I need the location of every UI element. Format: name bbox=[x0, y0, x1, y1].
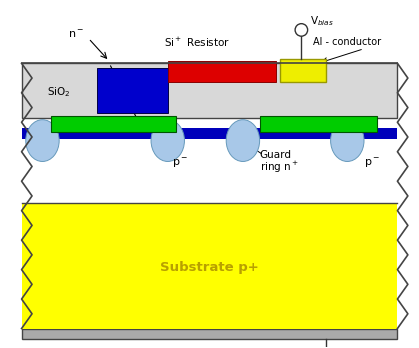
Text: SiO$_2$: SiO$_2$ bbox=[47, 86, 71, 100]
Bar bbox=[21, 128, 398, 139]
Text: V$_{bias}$: V$_{bias}$ bbox=[310, 15, 334, 29]
Text: ring n$^+$: ring n$^+$ bbox=[260, 160, 299, 175]
Ellipse shape bbox=[151, 120, 184, 161]
Bar bbox=[260, 116, 377, 132]
Text: Al - conductor: Al - conductor bbox=[313, 38, 381, 47]
Bar bbox=[51, 116, 176, 132]
Ellipse shape bbox=[26, 120, 59, 161]
Bar bbox=[21, 128, 398, 203]
Bar bbox=[280, 59, 326, 82]
Ellipse shape bbox=[331, 120, 364, 161]
Ellipse shape bbox=[226, 120, 260, 161]
Bar bbox=[21, 63, 398, 118]
Bar bbox=[21, 203, 398, 329]
Text: Substrate p+: Substrate p+ bbox=[160, 261, 259, 275]
Text: Guard: Guard bbox=[260, 150, 292, 160]
Text: Si$^+$ Resistor: Si$^+$ Resistor bbox=[164, 36, 230, 49]
Text: p$^-$: p$^-$ bbox=[364, 157, 380, 170]
Bar bbox=[21, 329, 398, 339]
Circle shape bbox=[295, 24, 308, 36]
Text: p$^-$: p$^-$ bbox=[172, 157, 189, 170]
Bar bbox=[97, 68, 168, 113]
Text: n$^-$: n$^-$ bbox=[68, 29, 84, 40]
Bar bbox=[168, 61, 276, 82]
